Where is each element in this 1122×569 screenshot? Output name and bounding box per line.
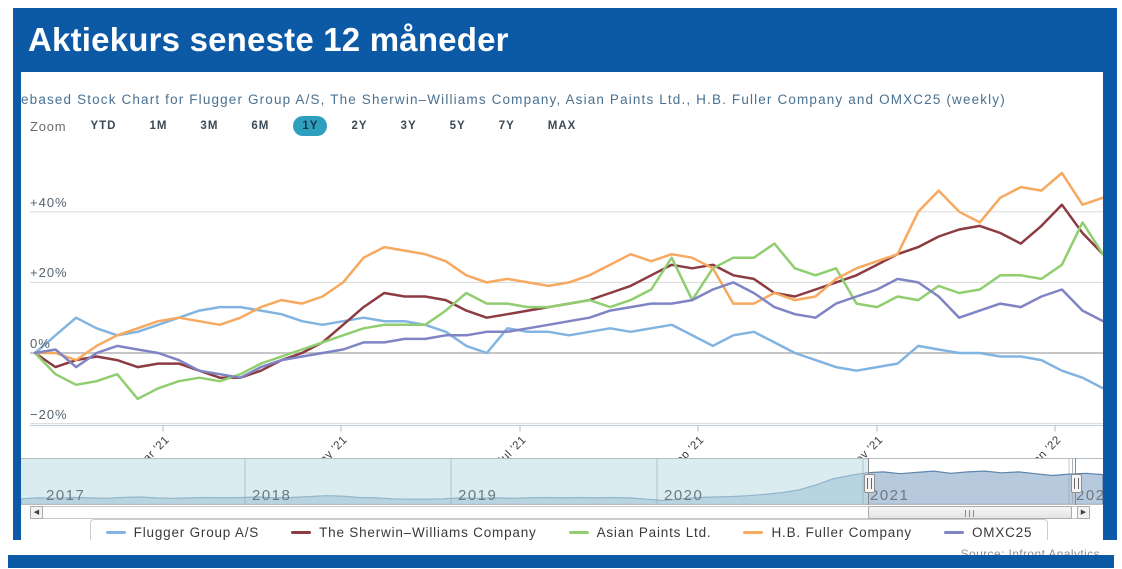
legend-swatch-icon: [105, 530, 126, 535]
zoom-option-ytd[interactable]: YTD: [90, 120, 117, 132]
navigator-year-label: 2019: [458, 487, 498, 504]
series-line-the-sherwin-williams-company: [33, 203, 1103, 379]
zoom-option-1m[interactable]: 1M: [149, 120, 168, 132]
zoom-option-3y[interactable]: 3Y: [400, 120, 417, 132]
slide-header: Aktiekurs seneste 12 måneder: [13, 8, 1117, 72]
navigator[interactable]: [21, 458, 1103, 505]
series-line-asian-paints-ltd-: [33, 221, 1103, 401]
frame-bottom-bar: [8, 555, 1114, 568]
zoom-option-7y[interactable]: 7Y: [498, 120, 515, 132]
zoom-option-3m[interactable]: 3M: [200, 120, 219, 132]
legend-swatch-icon: [943, 530, 964, 535]
y-axis-label: 0%: [30, 336, 51, 351]
chart-subtitle: ebased Stock Chart for Flugger Group A/S…: [21, 92, 1006, 107]
legend-label: Flugger Group A/S: [133, 525, 260, 540]
main-plot-area: [30, 171, 1103, 432]
legend-label: The Sherwin–Williams Company: [319, 525, 537, 540]
series-line-flugger-group-a-s: [33, 305, 1103, 390]
navigator-mask: [21, 458, 868, 505]
zoom-option-6m[interactable]: 6M: [251, 120, 270, 132]
legend-item-asian-paints-ltd-[interactable]: Asian Paints Ltd.: [568, 525, 712, 540]
legend-label: H.B. Fuller Company: [771, 525, 912, 540]
frame-left-border: [13, 72, 21, 540]
legend-swatch-icon: [743, 530, 764, 535]
legend-item-the-sherwin-williams-company[interactable]: The Sherwin–Williams Company: [291, 525, 536, 540]
chart-legend: Flugger Group A/S The Sherwin–Williams Co…: [90, 519, 1048, 540]
legend-item-flugger-group-a-s[interactable]: Flugger Group A/S: [105, 525, 260, 540]
navigator-year-label: 2018: [252, 487, 292, 504]
zoom-range-toolbar: Zoom YTD 1M 3M 6M 1Y 2Y 3Y 5Y 7Y MAX: [30, 116, 585, 136]
y-axis-label: +40%: [30, 194, 68, 210]
navigator-left-handle[interactable]: [864, 474, 875, 493]
navigator-year-label: 2017: [46, 487, 86, 504]
legend-swatch-icon: [568, 530, 589, 535]
frame-right-border: [1103, 72, 1117, 540]
y-axis-label: −20%: [30, 406, 68, 422]
legend-item-h-b-fuller-company[interactable]: H.B. Fuller Company: [743, 525, 912, 540]
navigator-right-handle[interactable]: [1071, 474, 1082, 493]
page-title: Aktiekurs seneste 12 måneder: [28, 21, 509, 58]
scrollbar-left-arrow-button[interactable]: ◀: [30, 506, 43, 519]
navigator-year-label: 2020: [664, 487, 704, 504]
navigator-year-label: 2022: [1076, 487, 1103, 504]
legend-swatch-icon: [291, 530, 312, 535]
scrollbar-thumb[interactable]: [868, 506, 1072, 519]
zoom-option-5y[interactable]: 5Y: [449, 120, 466, 132]
legend-label: OMXC25: [971, 525, 1033, 540]
series-line-h-b-fuller-company: [33, 171, 1103, 362]
legend-item-omxc25[interactable]: OMXC25: [943, 525, 1033, 540]
zoom-label: Zoom: [30, 118, 67, 134]
scrollbar-right-arrow-button[interactable]: ▶: [1077, 506, 1090, 519]
series-line-omxc25: [33, 277, 1103, 379]
zoom-buttons: YTD 1M 3M 6M 1Y 2Y 3Y 5Y 7Y MAX: [81, 116, 585, 136]
navigator-year-label: 2021: [870, 487, 910, 504]
zoom-option-1y[interactable]: 1Y: [293, 116, 328, 136]
zoom-option-max[interactable]: MAX: [547, 120, 577, 132]
y-axis-label: +20%: [30, 265, 68, 281]
legend-label: Asian Paints Ltd.: [596, 525, 712, 540]
zoom-option-2y[interactable]: 2Y: [351, 120, 368, 132]
scrollbar-grip-icon: [965, 510, 975, 517]
stock-chart-panel: ebased Stock Chart for Flugger Group A/S…: [21, 72, 1103, 540]
